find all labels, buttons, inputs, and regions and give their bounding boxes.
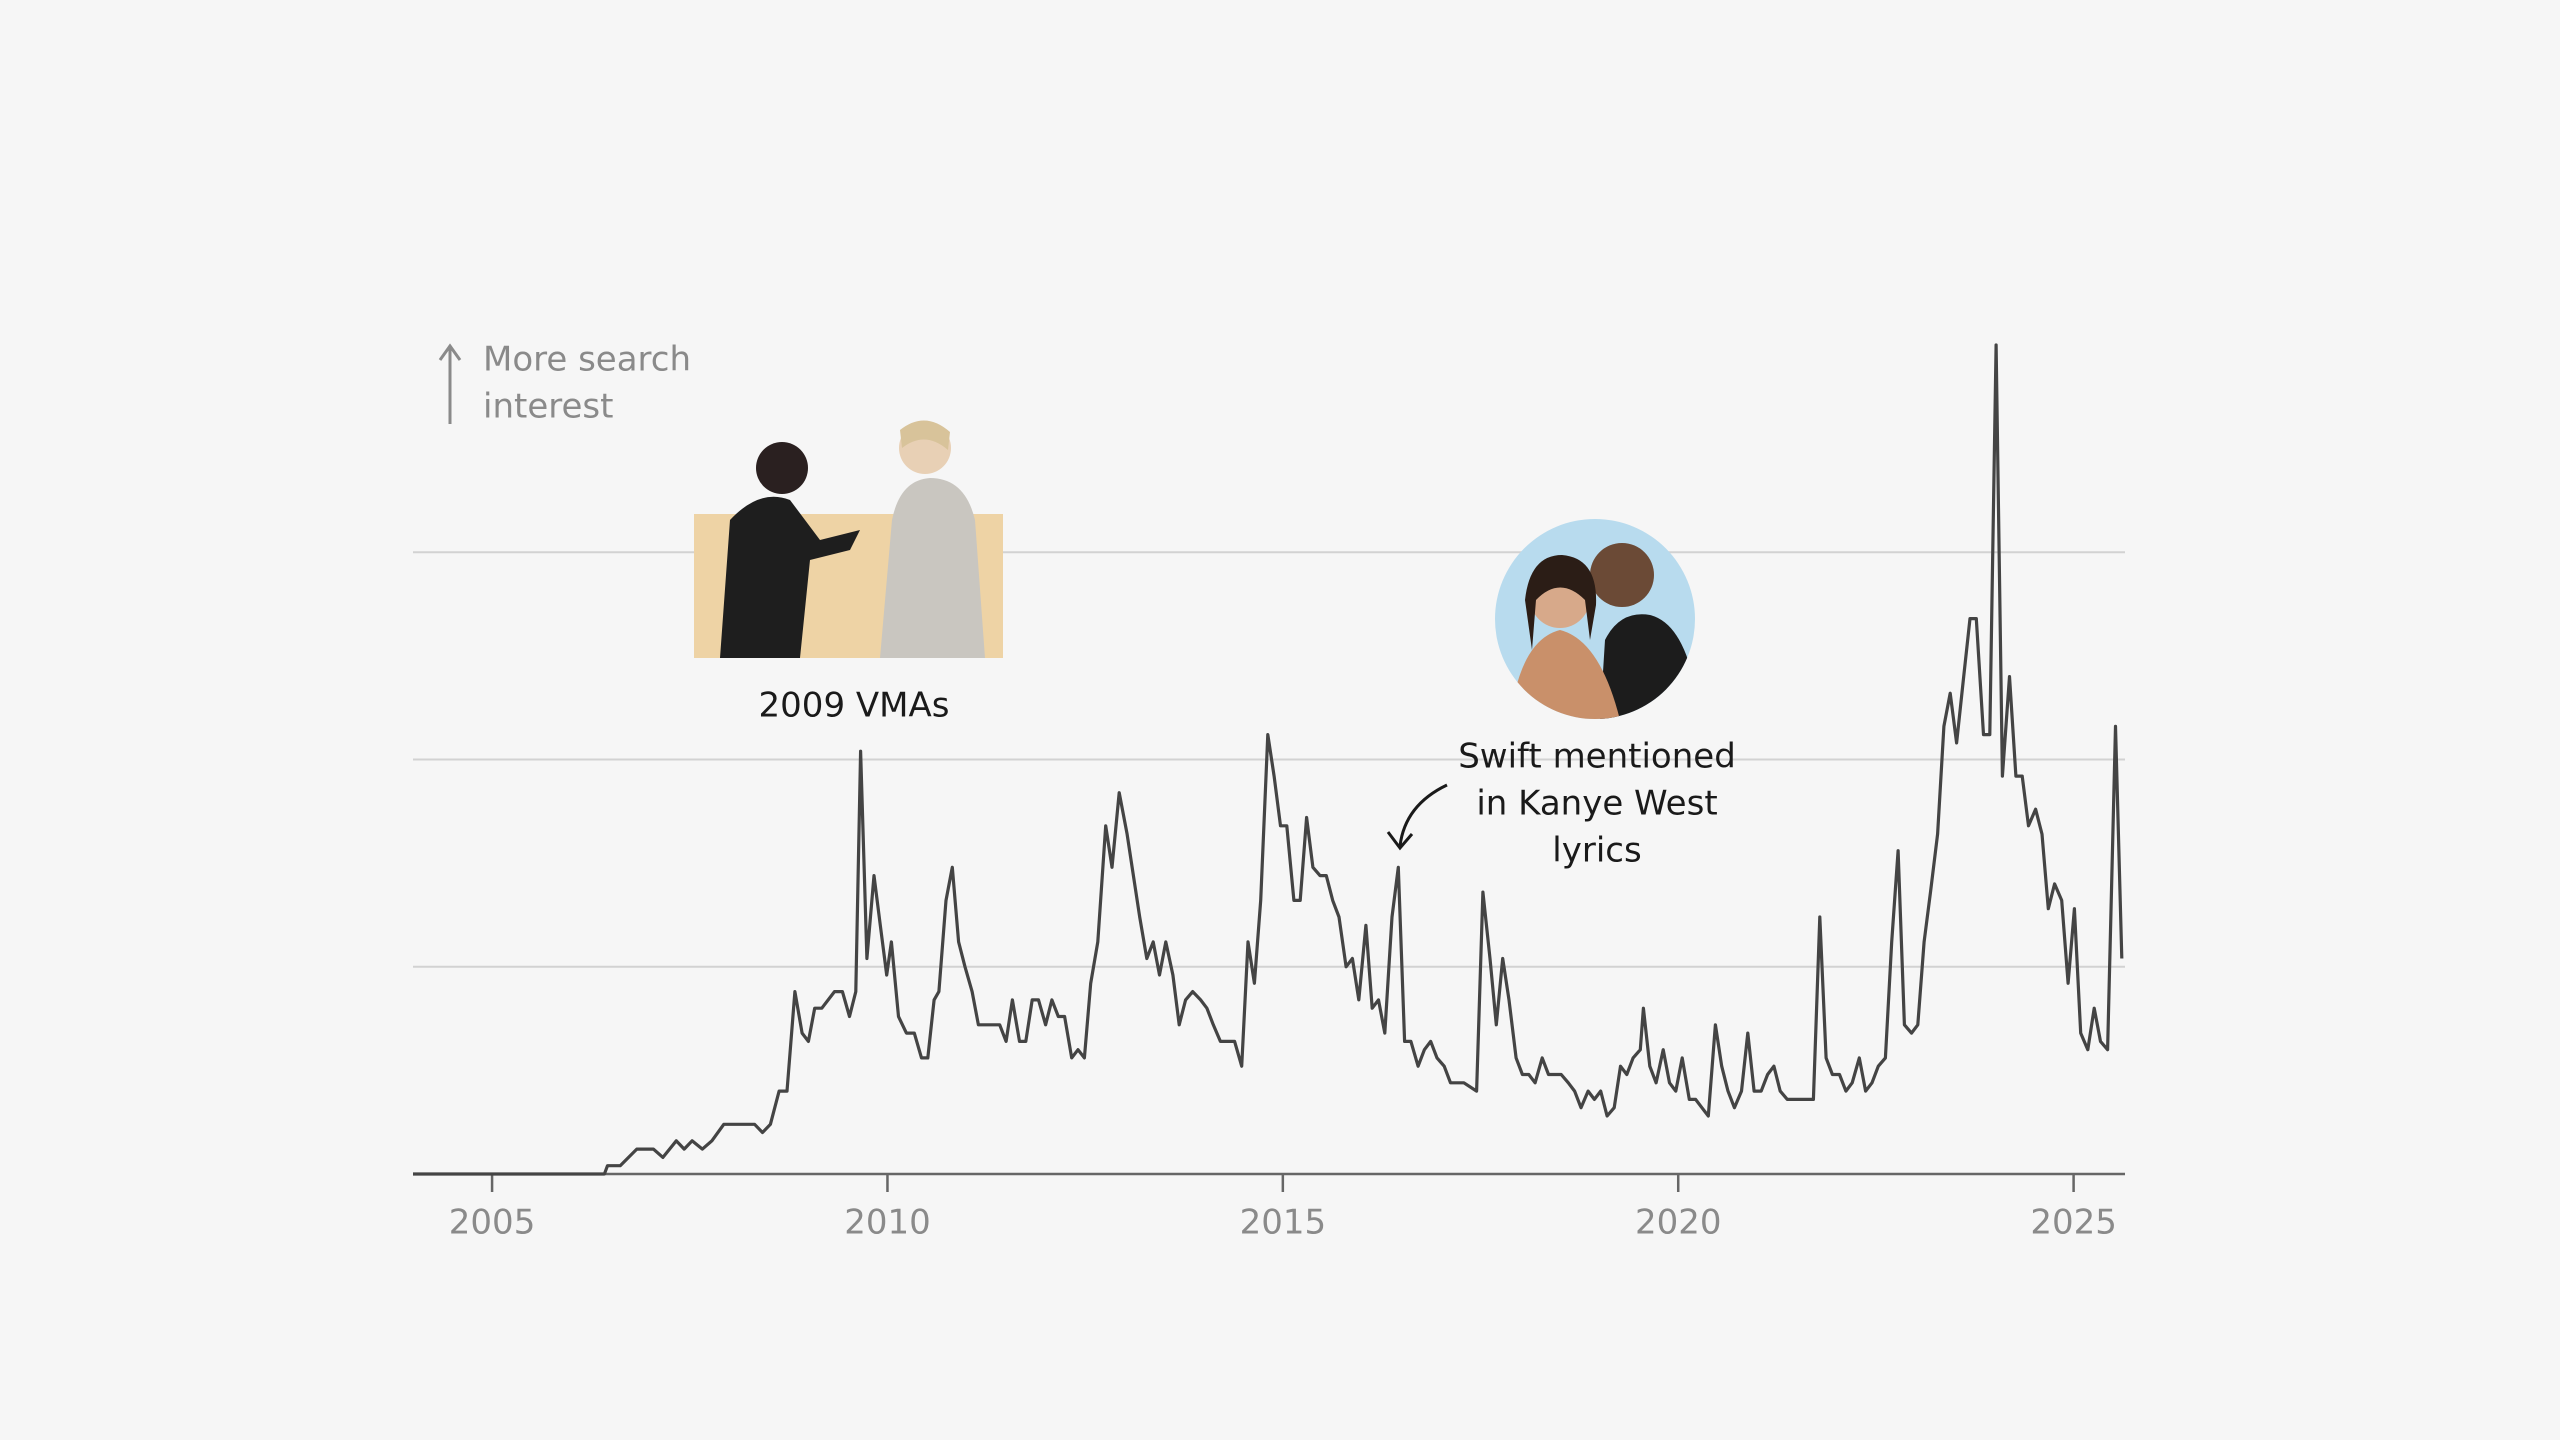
y-axis-label: interest bbox=[483, 387, 613, 427]
x-tick-label: 2015 bbox=[1240, 1203, 1327, 1243]
y-axis-arrow bbox=[438, 343, 462, 424]
x-tick-label: 2005 bbox=[449, 1203, 536, 1243]
x-tick-label: 2020 bbox=[1635, 1203, 1722, 1243]
annotation: in Kanye West bbox=[1476, 784, 1717, 824]
x-tick-label: 2010 bbox=[844, 1203, 931, 1243]
kanye-photo bbox=[1495, 519, 1695, 719]
vmas-photo bbox=[694, 420, 1003, 658]
plot: 2005 2010 2015 2020 2025 bbox=[413, 343, 2125, 1243]
x-tick-label: 2025 bbox=[2030, 1203, 2117, 1243]
data-line bbox=[413, 343, 2124, 1176]
annotation: 2009 VMAs bbox=[759, 686, 950, 726]
annotation: lyrics bbox=[1552, 831, 1641, 871]
annotation: Swift mentioned bbox=[1458, 737, 1736, 777]
annotation-arrow bbox=[1386, 783, 1448, 851]
y-axis-label: More search bbox=[483, 340, 691, 380]
